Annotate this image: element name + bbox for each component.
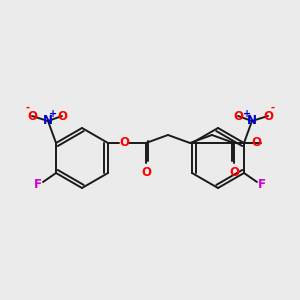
Text: O: O (263, 110, 273, 122)
Text: O: O (119, 136, 129, 149)
Text: N: N (247, 115, 257, 128)
Text: F: F (258, 178, 266, 191)
Text: -: - (271, 103, 275, 113)
Text: O: O (251, 136, 261, 149)
Text: F: F (34, 178, 42, 191)
Text: O: O (229, 167, 239, 179)
Text: O: O (27, 110, 37, 122)
Text: O: O (57, 110, 67, 122)
Text: +: + (49, 109, 57, 119)
Text: +: + (243, 109, 251, 119)
Text: N: N (43, 115, 53, 128)
Text: O: O (233, 110, 243, 122)
Text: -: - (25, 103, 29, 113)
Text: O: O (141, 167, 151, 179)
